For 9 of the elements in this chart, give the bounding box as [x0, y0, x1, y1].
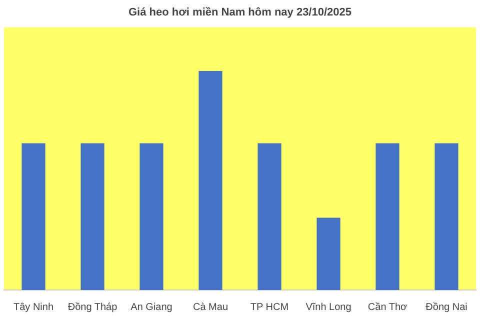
x-tick-label: Cần Thơ — [368, 302, 408, 313]
chart-title: Giá heo hơi miền Nam hôm nay 23/10/2025 — [128, 6, 352, 19]
x-tick-label: An Giang — [130, 302, 172, 313]
x-tick-label: Cà Mau — [192, 302, 228, 313]
x-tick-label: TP HCM — [250, 302, 289, 313]
x-tick-label: Đồng Nai — [426, 302, 468, 313]
x-tick-label: Đồng Tháp — [68, 302, 118, 313]
x-tick-label: Vĩnh Long — [306, 302, 352, 313]
x-tick-label: Tây Ninh — [13, 302, 54, 313]
